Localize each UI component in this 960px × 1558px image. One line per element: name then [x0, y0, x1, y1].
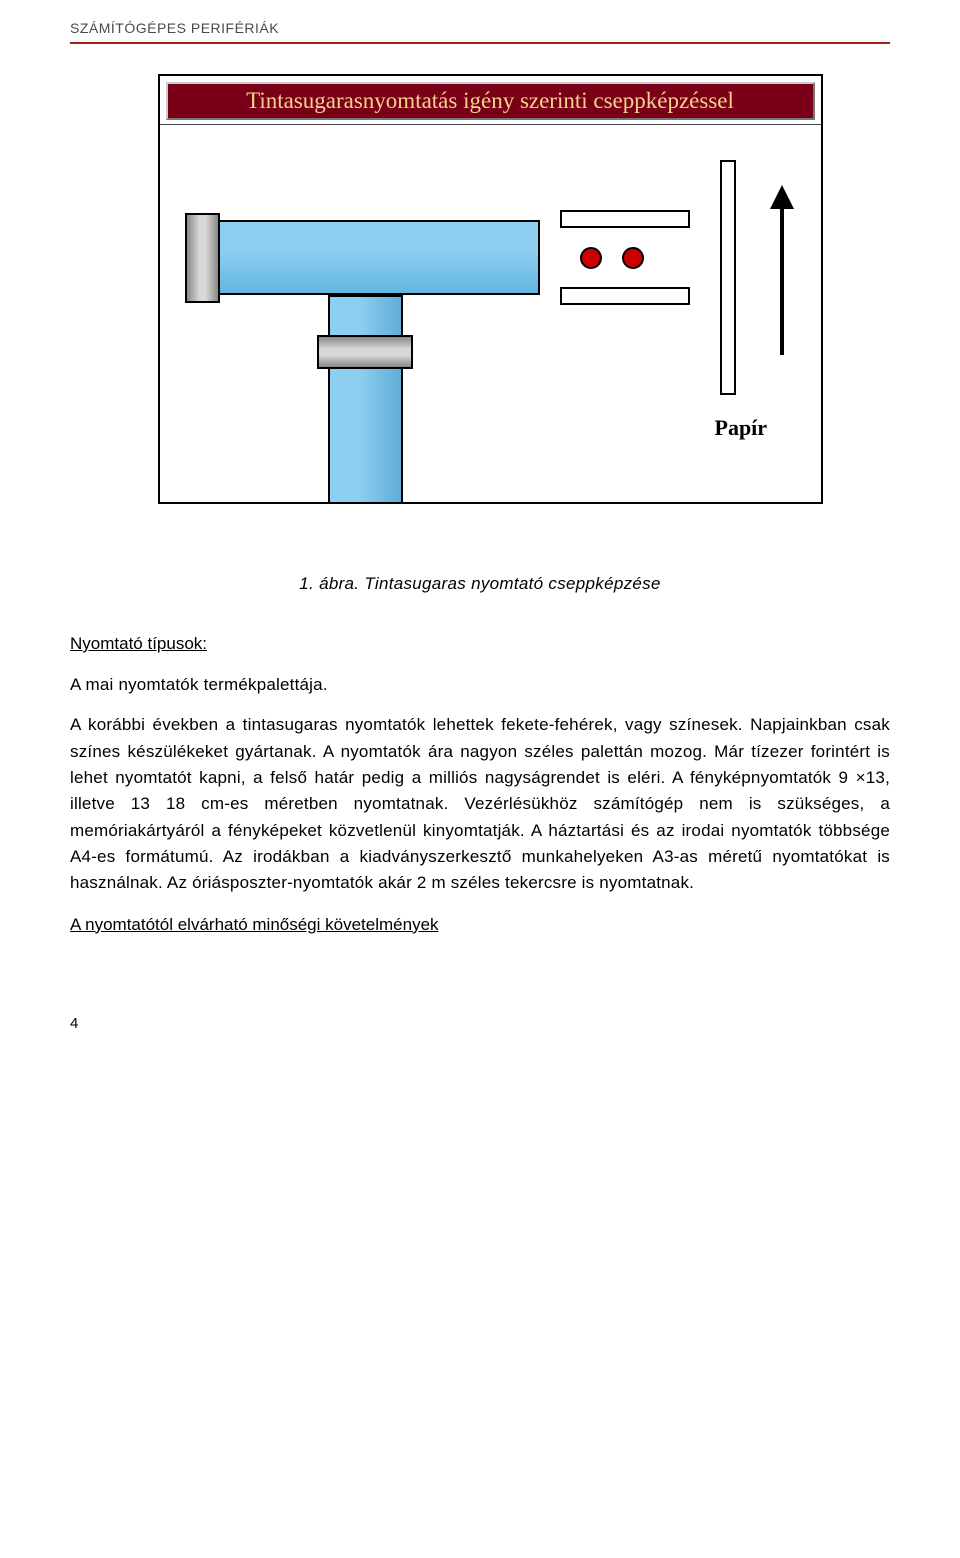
ink-drop: [580, 247, 602, 269]
diagram: Papír: [160, 125, 821, 504]
ink-drop: [622, 247, 644, 269]
figure-banner: Tintasugarasnyomtatás igény szerinti cse…: [160, 76, 821, 125]
actuator-bottom: [560, 287, 690, 305]
figure-box: Tintasugarasnyomtatás igény szerinti cse…: [158, 74, 823, 504]
figure-container: Tintasugarasnyomtatás igény szerinti cse…: [90, 74, 890, 504]
printhead-vertical: [328, 295, 403, 504]
subheading-printer-types: Nyomtató típusok:: [70, 634, 890, 654]
printhead-horizontal: [200, 220, 540, 295]
end-cap: [185, 213, 220, 303]
page-header: SZÁMÍTÓGÉPES PERIFÉRIÁK: [70, 20, 890, 44]
subheading-quality: A nyomtatótól elvárható minőségi követel…: [70, 915, 890, 935]
collar: [317, 335, 413, 369]
paper-strip: [720, 160, 736, 395]
actuator-top: [560, 210, 690, 228]
figure-banner-text: Tintasugarasnyomtatás igény szerinti cse…: [166, 82, 815, 120]
paragraph-intro: A mai nyomtatók termékpalettája.: [70, 672, 890, 698]
page-number: 4: [70, 1015, 890, 1032]
paper-label: Papír: [715, 415, 768, 441]
figure-caption: 1. ábra. Tintasugaras nyomtató cseppképz…: [70, 574, 890, 594]
arrow-up-icon: [768, 185, 798, 355]
paragraph-body: A korábbi években a tintasugaras nyomtat…: [70, 712, 890, 896]
